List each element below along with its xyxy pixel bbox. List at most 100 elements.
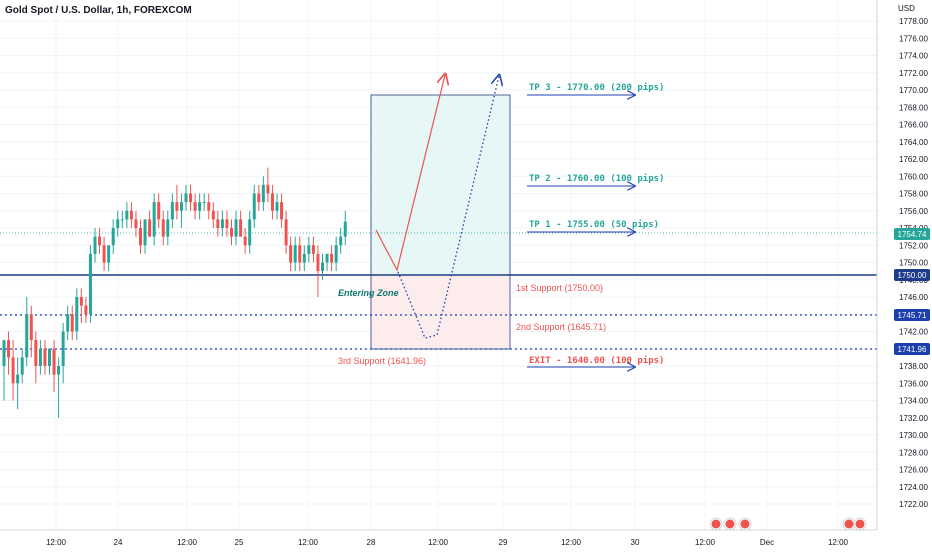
price-tick-label: 1742.00 (899, 328, 928, 337)
exit-label: EXIT - 1640.00 (100 pips) (529, 355, 664, 366)
tp3-label: TP 3 - 1770.00 (200 pips) (529, 82, 664, 93)
candle-up (198, 202, 202, 211)
candle-down (148, 219, 152, 237)
candle-up (116, 219, 120, 228)
candle-down (84, 305, 88, 315)
candle-down (330, 253, 334, 263)
level-1741-text: 1741.96 (898, 345, 927, 354)
candle-down (289, 245, 293, 263)
candle-up (339, 236, 343, 246)
candle-down (34, 340, 38, 366)
candle-up (307, 245, 311, 254)
price-tick-label: 1778.00 (899, 17, 928, 26)
support3-label: 3rd Support (1641.96) (338, 356, 426, 366)
time-tick-label: 12:00 (695, 538, 716, 547)
time-tick-label: 12:00 (46, 538, 67, 547)
candle-up (120, 219, 124, 221)
us-flag-icon-fill (725, 519, 735, 529)
candle-down (270, 193, 274, 211)
candle-down (129, 210, 133, 220)
price-tick-label: 1772.00 (899, 69, 928, 78)
time-tick-label: 12:00 (428, 538, 449, 547)
candle-up (38, 348, 42, 366)
time-tick-label: 12:00 (298, 538, 319, 547)
candle-down (193, 202, 197, 211)
candle-up (325, 253, 329, 263)
us-flag-icon-fill (711, 519, 721, 529)
price-tick-label: 1736.00 (899, 379, 928, 388)
price-tick-label: 1758.00 (899, 190, 928, 199)
candle-up (252, 193, 256, 220)
us-flag-icon-fill (844, 519, 854, 529)
price-tick-label: 1732.00 (899, 414, 928, 423)
candle-down (52, 348, 56, 375)
symbol-title: Gold Spot / U.S. Dollar, 1h, FOREXCOM (5, 5, 192, 16)
candle-up (261, 184, 265, 203)
candle-up (179, 202, 183, 211)
candle-down (280, 202, 284, 220)
price-tick-label: 1738.00 (899, 362, 928, 371)
time-tick-label: 12:00 (828, 538, 849, 547)
candle-up (302, 253, 306, 263)
candle-down (266, 184, 270, 194)
candle-down (243, 236, 247, 246)
candle-down (207, 202, 211, 211)
time-axis[interactable]: 12:00 24 12:00 25 12:00 28 12:00 29 12:00 30 12:00… (46, 538, 849, 547)
candle-up (184, 193, 188, 203)
price-tick-label: 1752.00 (899, 241, 928, 250)
candle-down (7, 340, 11, 358)
price-tick-label: 1760.00 (899, 172, 928, 181)
price-tick-label: 1750.00 (899, 259, 928, 268)
tp2-label: TP 2 - 1760.00 (100 pips) (529, 173, 664, 184)
candle-up (234, 219, 238, 237)
price-tick-label: 1770.00 (899, 86, 928, 95)
price-tick-label: 1722.00 (899, 500, 928, 509)
price-tick-label: 1724.00 (899, 483, 928, 492)
candle-up (57, 366, 61, 375)
time-tick-label: 24 (114, 538, 123, 547)
tp1-label: TP 1 - 1755.00 (50 pips) (529, 219, 659, 230)
time-tick-label: 25 (235, 538, 244, 547)
candle-up (166, 219, 170, 237)
candle-down (79, 297, 83, 306)
candle-down (257, 193, 261, 203)
candle-up (334, 245, 338, 263)
candle-down (225, 219, 229, 228)
us-event-icons[interactable] (709, 517, 867, 531)
candle-up (111, 228, 115, 246)
candle-up (275, 202, 279, 211)
entering-zone-label: Entering Zone (338, 288, 399, 298)
candle-down (98, 236, 102, 246)
candle-down (161, 219, 165, 237)
level-1741-tag (894, 343, 930, 355)
bullish-projection-arrow (375, 75, 445, 272)
candle-up (48, 348, 51, 366)
candle-down (102, 245, 106, 263)
time-tick-label: 29 (499, 538, 508, 547)
time-tick-label: Dec (760, 538, 774, 547)
candle-up (93, 236, 97, 254)
candle-down (311, 245, 315, 254)
candle-down (189, 193, 193, 203)
candle-down (139, 228, 142, 246)
candle-down (70, 314, 74, 332)
candle-down (298, 245, 302, 263)
price-tick-label: 1730.00 (899, 431, 928, 440)
price-tick-label: 1774.00 (899, 52, 928, 61)
price-axis[interactable]: 1778.00 1776.00 1774.00 1772.00 1770.00 1768.… (899, 17, 928, 509)
candle-down (43, 348, 47, 366)
candle-up (248, 219, 252, 246)
price-tick-label: 1756.00 (899, 207, 928, 216)
time-tick-label: 12:00 (561, 538, 582, 547)
candle-up (25, 314, 29, 358)
candle-down (157, 202, 161, 220)
price-tick-label: 1766.00 (899, 121, 928, 130)
candle-up (321, 262, 324, 272)
candle-down (29, 314, 33, 341)
level-1745-tag (894, 309, 930, 321)
candle-up (202, 202, 206, 204)
time-tick-label: 30 (631, 538, 640, 547)
candle-down (284, 219, 288, 246)
support1-label: 1st Support (1750.00) (516, 283, 603, 293)
